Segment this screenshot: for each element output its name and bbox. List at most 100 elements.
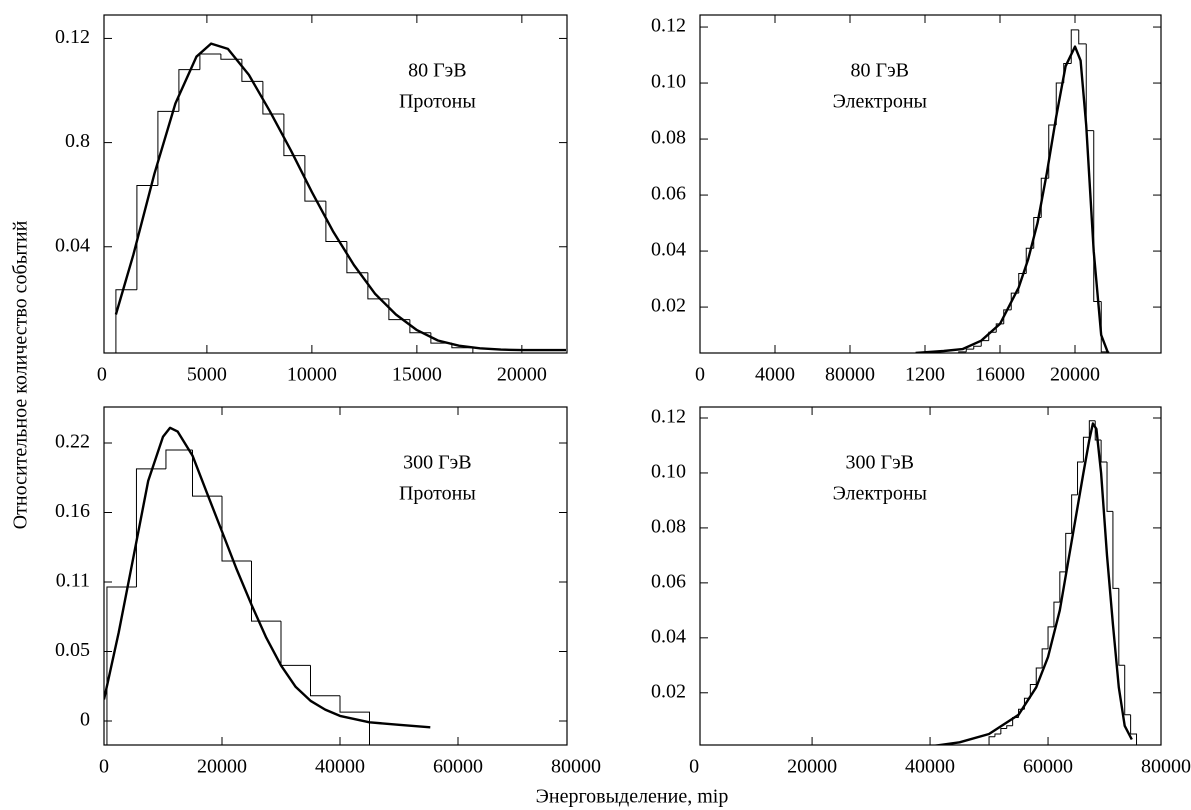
x-tick-label: 80000 <box>825 364 875 386</box>
y-tick-label: 0.04 <box>55 234 90 256</box>
histogram-bin <box>115 289 137 353</box>
histogram-bin <box>1124 665 1131 716</box>
panel: 0.02 0.04 0.06 0.08 0.10 0.12 0 20000 40000 60000… <box>651 406 1191 778</box>
x-tick-label: 40000 <box>315 756 365 778</box>
histogram-bin <box>1077 461 1084 495</box>
panel: 0.04 0.8 0.12 0 5000 10000 15000 20000 80 ГэВ Про… <box>55 14 568 386</box>
y-tick-label: 0.02 <box>651 680 686 702</box>
y-tick-label: 0.06 <box>651 183 686 205</box>
x-tick-label: 60000 <box>433 756 483 778</box>
y-tick-label: 0.12 <box>651 15 686 37</box>
annotation: Протоны <box>399 91 476 113</box>
annotation: 80 ГэВ <box>851 60 910 82</box>
y-tick-label: 0.22 <box>55 431 90 453</box>
y-tick-label: 0.02 <box>651 295 686 317</box>
x-tick-label: 0 <box>97 364 107 386</box>
y-tick-label: 0 <box>80 709 90 731</box>
histogram-bin <box>965 348 974 352</box>
histogram-bin <box>988 331 997 341</box>
histogram-bin <box>1053 601 1060 627</box>
x-tick-label: 40000 <box>905 756 955 778</box>
histogram-bin <box>1085 43 1094 132</box>
annotation: 300 ГэВ <box>846 452 915 474</box>
histogram-bin <box>1112 511 1119 589</box>
fit-curve <box>915 45 1110 353</box>
histogram-bin <box>135 468 166 588</box>
histogram-bin <box>192 449 222 497</box>
histogram-bin <box>1088 420 1096 438</box>
histogram-bin <box>165 449 193 469</box>
y-tick-label: 0.08 <box>651 127 686 149</box>
y-axis-label: Относительное количество событий <box>10 220 32 529</box>
x-tick-label: 0 <box>689 756 699 778</box>
histogram-bin <box>958 351 967 353</box>
x-tick-label: 20000 <box>1050 364 1100 386</box>
histogram-bin <box>980 340 989 347</box>
panel: 0 0.05 0.11 0.16 0.22 0 20000 40000 60000 80000 30… <box>55 406 601 778</box>
histogram-bin <box>1118 588 1125 666</box>
histogram-bin <box>973 345 982 350</box>
histogram-bin <box>1000 728 1007 735</box>
x-tick-label: 16000 <box>975 364 1025 386</box>
annotation: 300 ГэВ <box>403 452 472 474</box>
y-tick-label: 0.10 <box>651 461 686 483</box>
y-tick-label: 0.12 <box>651 406 686 428</box>
histogram-bin <box>221 496 252 562</box>
y-tick-label: 0.06 <box>651 570 686 592</box>
x-tick-label: 0 <box>695 364 705 386</box>
x-tick-label: 1200 <box>905 364 945 386</box>
histogram-bin <box>1059 571 1066 603</box>
histogram-bin <box>1065 532 1072 572</box>
x-axis-label: Энерговыделение, mip <box>536 786 729 808</box>
histogram-bin <box>1006 725 1013 729</box>
plot-frame <box>699 406 1162 746</box>
x-tick-label: 10000 <box>287 364 337 386</box>
x-tick-label: 20000 <box>497 364 547 386</box>
y-tick-label: 0.04 <box>651 625 686 647</box>
histogram-bin <box>367 272 389 300</box>
histogram-bin <box>1047 626 1054 649</box>
y-tick-label: 0.16 <box>55 500 90 522</box>
y-tick-label: 0.11 <box>56 570 90 592</box>
histogram-bin <box>1071 494 1078 534</box>
histogram-bin <box>1106 461 1113 512</box>
y-tick-label: 0.05 <box>55 639 90 661</box>
panel: 0.02 0.04 0.06 0.08 0.10 0.12 0 4000 80000 1200 16… <box>651 14 1162 386</box>
histogram-bin <box>451 343 474 353</box>
histogram-bin <box>1082 436 1090 462</box>
histogram-bin <box>304 155 326 202</box>
x-tick-label: 20000 <box>197 756 247 778</box>
x-tick-label: 4000 <box>755 364 795 386</box>
histogram-bin <box>262 81 284 115</box>
fit-curve <box>931 422 1133 745</box>
x-tick-label: 80000 <box>1141 756 1191 778</box>
histogram-bin <box>199 53 221 70</box>
annotation: Протоны <box>399 483 476 505</box>
x-tick-label: 5000 <box>187 364 227 386</box>
histogram-bin <box>280 621 311 666</box>
histogram-bin <box>994 733 1001 737</box>
y-tick-label: 0.12 <box>55 26 90 48</box>
x-tick-label: 15000 <box>392 364 442 386</box>
histogram-bin <box>1029 684 1037 699</box>
x-tick-label: 20000 <box>787 756 837 778</box>
histogram-bin <box>250 561 281 622</box>
histogram-bin <box>988 736 995 745</box>
annotation: Электроны <box>833 91 927 113</box>
x-tick-label: 0 <box>99 756 109 778</box>
histogram-bin <box>1100 439 1108 463</box>
plot-frame <box>699 14 1162 354</box>
y-tick-label: 0.08 <box>651 516 686 538</box>
histogram-bin <box>1041 648 1049 669</box>
histogram-bin <box>339 695 370 745</box>
y-tick-label: 0.8 <box>65 130 90 152</box>
histogram-bin <box>1130 714 1138 745</box>
x-tick-label: 60000 <box>1023 756 1073 778</box>
plot-frame <box>103 14 568 354</box>
fit-curve <box>114 42 566 352</box>
y-tick-label: 0.04 <box>651 239 686 261</box>
histogram-bin <box>1078 29 1087 45</box>
x-tick-label: 80000 <box>551 756 601 778</box>
annotation: Электроны <box>833 483 927 505</box>
